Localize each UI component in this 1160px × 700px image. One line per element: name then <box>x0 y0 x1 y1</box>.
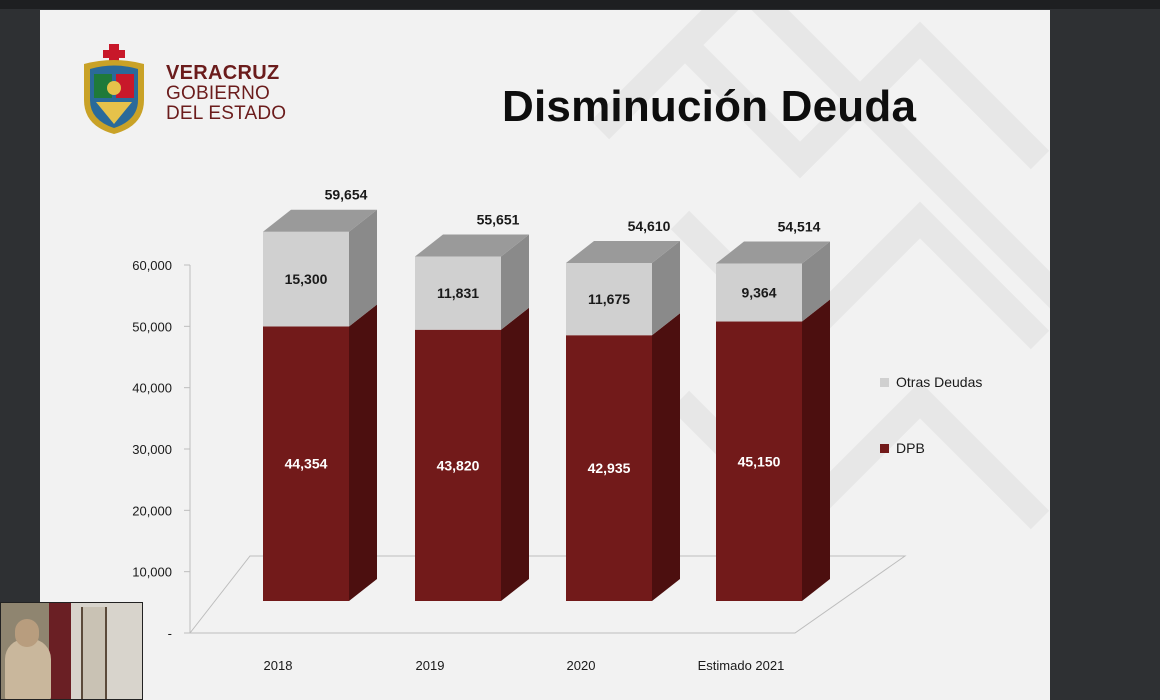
webcam-thumbnail <box>0 602 143 700</box>
x-category-label: 2019 <box>416 658 445 673</box>
data-label-otras-deudas: 11,675 <box>588 291 630 307</box>
chart-floor <box>188 555 907 634</box>
bar-otras-top <box>566 240 680 263</box>
bar-dpb-front <box>415 329 501 601</box>
data-label-total: 55,651 <box>477 212 520 228</box>
data-label-otras-deudas: 11,831 <box>437 285 479 301</box>
legend-label-dpb: DPB <box>896 440 925 456</box>
data-label-total: 54,514 <box>778 219 821 235</box>
brand-line-3: DEL ESTADO <box>166 103 287 124</box>
bar-dpb-front <box>263 326 349 601</box>
y-tick-label: 10,000 <box>132 565 172 580</box>
data-label-total: 59,654 <box>325 187 368 203</box>
legend-swatch-dpb <box>880 443 889 453</box>
legend-item-otras-deudas: Otras Deudas <box>880 374 982 390</box>
brand-line-2: GOBIERNO <box>166 83 271 104</box>
y-tick-label: 20,000 <box>132 503 172 518</box>
bar-otras-top <box>415 234 529 257</box>
brand-wordmark: VERACRUZ GOBIERNO DEL ESTADO <box>166 63 286 124</box>
stacked-bar-chart: - 10,000 20,000 30,000 40,000 50,000 60,000 44,… <box>132 187 907 673</box>
bar-otras-top <box>716 241 830 264</box>
brand-line-1: VERACRUZ <box>166 62 280 84</box>
x-category-label: 2018 <box>264 658 293 673</box>
data-label-total: 54,610 <box>628 218 671 234</box>
veracruz-coat-of-arms-logo <box>78 44 150 136</box>
bar-otras-front <box>566 262 652 336</box>
slide-title: Disminución Deuda <box>502 82 917 131</box>
bar-otras-top <box>263 209 377 232</box>
bar-otras-side <box>349 209 377 327</box>
speaker-figure <box>5 639 51 699</box>
y-tick-label: 30,000 <box>132 442 172 457</box>
bar-otras-side <box>501 234 529 330</box>
data-label-dpb: 45,150 <box>738 453 781 469</box>
bar-dpb-side <box>802 299 830 601</box>
bar-otras-front <box>263 231 349 327</box>
bar-dpb-side <box>652 313 680 601</box>
data-label-dpb: 42,935 <box>588 460 631 476</box>
y-tick-label: 50,000 <box>132 319 172 334</box>
data-label-otras-deudas: 15,300 <box>285 271 328 287</box>
bar-dpb-front <box>716 321 802 601</box>
data-label-dpb: 44,354 <box>285 456 328 472</box>
bar-dpb-front <box>566 335 652 601</box>
presentation-slide: VERACRUZ GOBIERNO DEL ESTADO Disminución… <box>40 10 1050 700</box>
y-tick-label: - <box>168 626 172 641</box>
y-tick-label: 60,000 <box>132 258 172 273</box>
screen-top-bar <box>0 0 1160 9</box>
data-label-dpb: 43,820 <box>437 457 480 473</box>
x-category-label: Estimado 2021 <box>698 658 785 673</box>
data-label-otras-deudas: 9,364 <box>741 285 776 301</box>
legend-swatch-otras-deudas <box>880 377 889 387</box>
bar-otras-front <box>716 263 802 322</box>
legend-item-dpb: DPB <box>880 440 925 456</box>
bar-otras-side <box>802 241 830 322</box>
bar-dpb-side <box>501 307 529 601</box>
bar-dpb-side <box>349 304 377 601</box>
legend-label-otras-deudas: Otras Deudas <box>896 374 983 390</box>
bar-otras-side <box>652 240 680 336</box>
y-tick-label: 40,000 <box>132 381 172 396</box>
x-category-label: 2020 <box>567 658 596 673</box>
bar-otras-front <box>415 256 501 330</box>
